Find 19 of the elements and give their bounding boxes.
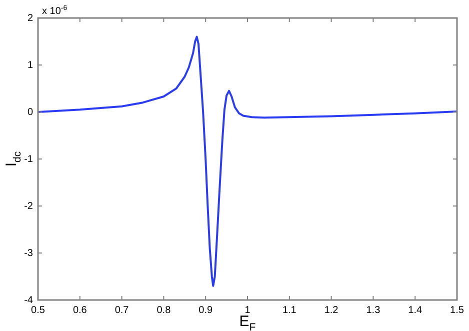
y-tick-label: 0 bbox=[27, 106, 34, 118]
x-tick-label: 1 bbox=[244, 304, 251, 316]
y-tick-label: -4 bbox=[24, 294, 34, 306]
x-tick-label: 1.2 bbox=[324, 304, 339, 316]
y-tick-label: -3 bbox=[24, 248, 34, 259]
y-tick-label: -2 bbox=[24, 200, 34, 212]
x-tick-label: 0.6 bbox=[72, 304, 88, 316]
y-tick-label: -1 bbox=[24, 154, 34, 165]
x-tick-label: 0.5 bbox=[31, 304, 46, 316]
x-tick-label: 0.9 bbox=[198, 304, 213, 316]
x-tick-label: 0.7 bbox=[114, 304, 130, 316]
y-tick-label: 1 bbox=[27, 60, 34, 71]
x-tick-label: 1.5 bbox=[450, 304, 464, 316]
x-tick-label: 1.3 bbox=[366, 304, 381, 316]
x-tick-label: 1.1 bbox=[282, 304, 297, 316]
y-tick-label: 2 bbox=[27, 12, 34, 24]
y-axis-title: Idc bbox=[3, 151, 24, 167]
x-tick-label: 1.4 bbox=[408, 304, 422, 316]
x-tick-label: 0.8 bbox=[156, 304, 172, 316]
